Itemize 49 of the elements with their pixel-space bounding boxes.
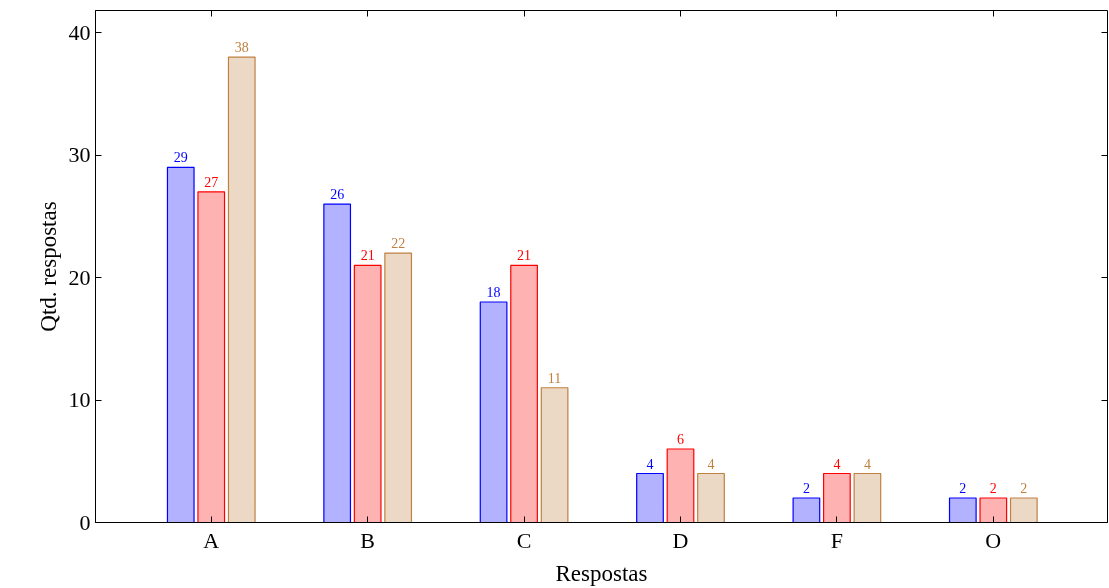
bar: [197, 191, 226, 523]
data-label: 38: [234, 40, 249, 56]
bar: [510, 264, 538, 523]
y-tick-label: 40: [68, 19, 91, 45]
bar: [853, 472, 882, 523]
data-label: 29: [173, 150, 188, 166]
y-tick-label: 0: [79, 509, 91, 535]
data-label: 2: [1020, 481, 1028, 496]
data-label: 4: [646, 456, 654, 472]
data-label: 11: [547, 370, 562, 386]
data-label: 2: [802, 481, 810, 496]
bar: [979, 497, 1008, 523]
y-axis-title: Qtd. respostas: [35, 201, 61, 332]
bar: [384, 252, 413, 523]
bar: [666, 448, 695, 523]
data-label: 4: [863, 456, 871, 472]
data-label: 27: [204, 174, 219, 190]
bar: [792, 497, 821, 523]
data-label: 2: [959, 481, 967, 496]
data-label: 6: [676, 432, 684, 448]
x-tick-label: C: [516, 527, 532, 553]
y-tick-label: 30: [68, 142, 91, 168]
bar: [323, 203, 352, 523]
x-tick-label: F: [830, 527, 844, 553]
bar: [479, 301, 508, 523]
x-tick-label: O: [985, 527, 1002, 553]
data-label: 18: [486, 285, 501, 301]
x-tick-label: A: [203, 527, 220, 553]
bar: [166, 166, 195, 523]
bar: [823, 472, 851, 523]
bar: [540, 387, 569, 523]
data-label: 21: [360, 248, 375, 264]
bar: [697, 472, 725, 523]
data-label: 26: [330, 187, 345, 203]
data-label: 21: [517, 248, 532, 264]
bar: [948, 497, 977, 523]
bar: [636, 472, 664, 523]
bar: [353, 264, 382, 523]
y-tick-label: 20: [68, 264, 91, 290]
data-label: 4: [707, 456, 715, 472]
bar: [1009, 497, 1038, 523]
bar: [227, 56, 256, 523]
data-label: 2: [989, 481, 997, 496]
data-label: 4: [833, 456, 841, 472]
data-label: 22: [391, 236, 406, 252]
x-axis-title: Respostas: [555, 560, 648, 586]
x-tick-label: B: [360, 527, 376, 553]
y-tick-label: 10: [68, 387, 91, 413]
x-tick-label: D: [672, 527, 689, 553]
